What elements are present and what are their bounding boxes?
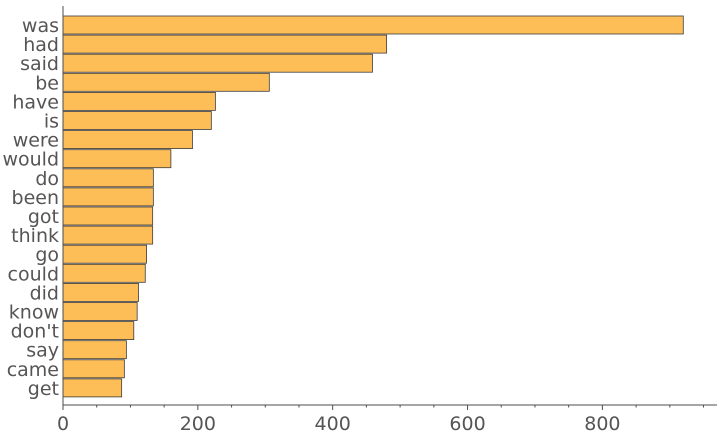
category-label: would <box>2 149 59 171</box>
bar-got <box>62 206 154 226</box>
category-label: get <box>28 378 59 400</box>
bar-could <box>62 263 146 283</box>
category-label: go <box>35 244 59 266</box>
x-tick-label: 400 <box>315 413 351 435</box>
category-label: had <box>23 34 59 56</box>
category-label: was <box>22 15 59 37</box>
category-label: say <box>26 340 59 362</box>
x-tick-label: 800 <box>584 413 620 435</box>
bar-said <box>62 53 373 73</box>
bar-think <box>62 225 154 245</box>
category-label: been <box>12 187 59 209</box>
category-label: know <box>9 302 59 324</box>
bar-had <box>62 34 388 54</box>
bar-have <box>62 92 216 111</box>
bar-came <box>62 359 125 379</box>
x-tick-label: 0 <box>57 413 69 435</box>
category-label: do <box>35 168 59 190</box>
category-label: could <box>8 263 59 285</box>
x-tick-label: 200 <box>180 413 216 435</box>
bar-did <box>62 282 139 302</box>
bar-were <box>62 130 193 150</box>
bar-would <box>62 149 172 169</box>
bar-was <box>62 15 684 35</box>
bar-is <box>62 111 212 130</box>
category-label: got <box>28 206 59 228</box>
category-label: think <box>11 225 59 247</box>
category-label: be <box>35 72 59 94</box>
bar-been <box>62 187 154 207</box>
bar-go <box>62 244 147 264</box>
bar-don't <box>62 321 135 341</box>
bar-know <box>62 302 138 321</box>
bar-say <box>62 340 127 360</box>
category-label: have <box>12 91 59 113</box>
category-label: don't <box>11 321 59 343</box>
category-label: were <box>13 130 59 152</box>
bar-be <box>62 72 270 92</box>
category-label: came <box>7 359 59 381</box>
category-label: did <box>30 282 59 304</box>
category-label: said <box>20 53 59 75</box>
category-label: is <box>44 111 59 133</box>
bar-do <box>62 168 154 188</box>
x-tick-label: 600 <box>449 413 485 435</box>
bar-get <box>62 378 123 398</box>
